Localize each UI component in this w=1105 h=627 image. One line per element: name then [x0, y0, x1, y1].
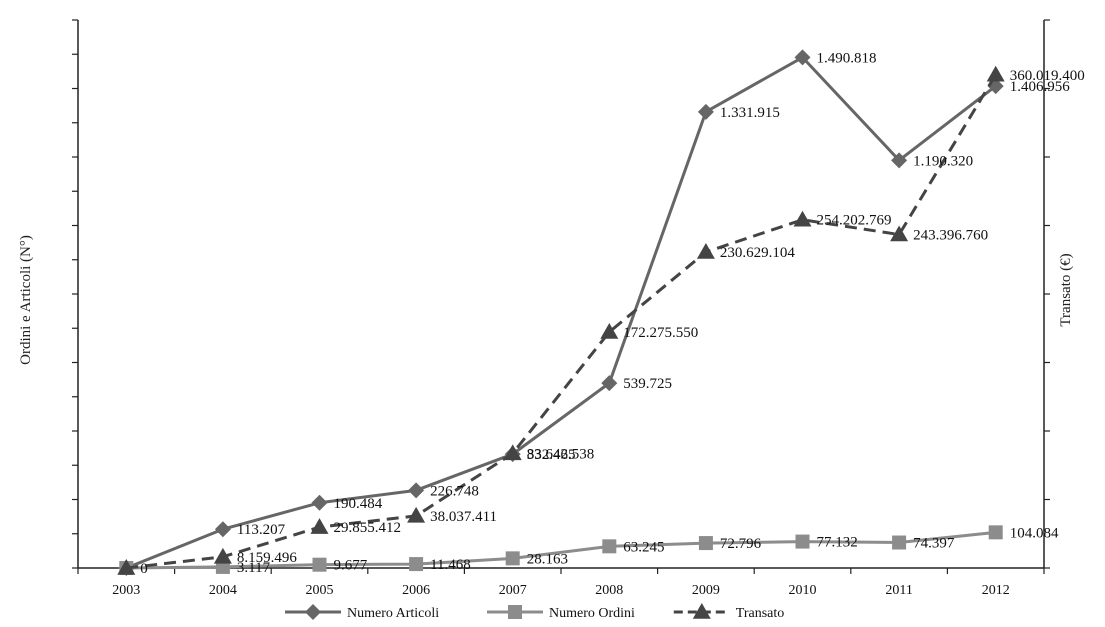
data-label: 8.159.496 [237, 550, 298, 566]
series-numero-ordini [119, 525, 1003, 575]
triangle-marker [793, 210, 812, 227]
square-marker [508, 605, 522, 619]
data-label: 63.245 [623, 539, 664, 555]
data-label: 226.748 [430, 483, 479, 499]
series-layer [117, 49, 1005, 576]
data-label: 0 [140, 561, 148, 577]
legend-item: Numero Articoli [285, 604, 439, 621]
x-tick-label: 2011 [885, 583, 912, 598]
square-marker [505, 551, 520, 566]
x-tick-label: 2006 [402, 583, 430, 598]
square-marker [409, 557, 424, 572]
data-label: 104.084 [1010, 525, 1059, 541]
series-numero-articoli [118, 49, 1004, 576]
x-tick-label: 2012 [982, 583, 1010, 598]
diamond-marker [214, 521, 231, 538]
data-label: 230.629.104 [720, 245, 796, 261]
data-label: 243.396.760 [913, 228, 988, 244]
legend-label: Numero Ordini [549, 606, 635, 621]
series-line [126, 530, 996, 570]
x-tick-label: 2010 [789, 583, 817, 598]
triangle-marker [213, 547, 232, 564]
data-labels: 113.207 190.484 226.748 332.465 539.725 1.331… [140, 50, 1084, 577]
triangle-marker [986, 65, 1005, 82]
square-marker [602, 539, 617, 554]
series-transato [117, 65, 1005, 575]
legend: Numero Articoli Numero Ordini Transato [285, 603, 784, 621]
data-label: 29.855.412 [334, 520, 402, 536]
right-axis-title: Transato (€) [1058, 253, 1074, 326]
series-line [126, 73, 997, 570]
legend-item: Transato [673, 603, 785, 621]
axes: 2003 2004 2005 2006 2007 2008 2009 2010 2011 2012 [72, 19, 1050, 598]
x-tick-label: 2003 [112, 583, 140, 598]
series-line [125, 55, 997, 570]
diamond-marker [794, 49, 811, 66]
data-label: 539.725 [623, 376, 672, 392]
data-label: 72.796 [720, 536, 762, 552]
data-label: 77.132 [817, 535, 858, 551]
data-label: 1.331.915 [720, 105, 780, 121]
square-marker [795, 534, 810, 549]
data-label: 3.117 [237, 560, 271, 576]
square-marker [892, 535, 907, 550]
square-marker [988, 525, 1003, 540]
data-label: 113.207 [237, 522, 286, 538]
data-label: 190.484 [334, 496, 383, 512]
data-label: 1.406.956 [1010, 79, 1070, 95]
triangle-marker [503, 444, 522, 461]
triangle-marker [696, 243, 715, 259]
data-label: 11.468 [430, 557, 471, 573]
data-label: 172.275.550 [623, 325, 698, 341]
data-label: 1.190.320 [913, 153, 973, 169]
data-label: 9.677 [334, 558, 368, 574]
diamond-marker [697, 103, 714, 120]
x-tick-label: 2004 [209, 583, 237, 598]
data-label: 360.019.400 [1010, 68, 1085, 84]
diamond-marker [891, 152, 908, 169]
data-label: 254.202.769 [817, 213, 892, 229]
data-label: 28.163 [527, 551, 568, 567]
data-label: 83.642.538 [527, 446, 595, 462]
data-label: 74.397 [913, 536, 955, 552]
triangle-marker [692, 603, 711, 619]
triangle-marker [600, 322, 619, 339]
data-label: 38.037.411 [430, 509, 497, 525]
diamond-marker [601, 375, 618, 392]
diamond-marker [305, 604, 321, 620]
diamond-marker [408, 482, 425, 499]
square-marker [698, 536, 713, 551]
left-axis-title: Ordini e Articoli (N°) [18, 235, 34, 365]
legend-item: Numero Ordini [487, 605, 635, 621]
x-tick-label: 2007 [499, 583, 527, 598]
x-tick-label: 2008 [595, 583, 623, 598]
legend-label: Numero Articoli [347, 606, 439, 621]
square-marker [312, 557, 327, 572]
data-label: 1.490.818 [817, 50, 877, 66]
x-tick-label: 2005 [306, 583, 334, 598]
triangle-marker [117, 559, 136, 575]
triangle-marker [407, 506, 426, 523]
legend-label: Transato [736, 606, 785, 621]
diamond-marker [311, 494, 328, 511]
triangle-marker [310, 518, 329, 534]
x-tick-label: 2009 [692, 583, 720, 598]
data-label: 332.465 [527, 447, 576, 463]
triangle-marker [890, 225, 909, 242]
